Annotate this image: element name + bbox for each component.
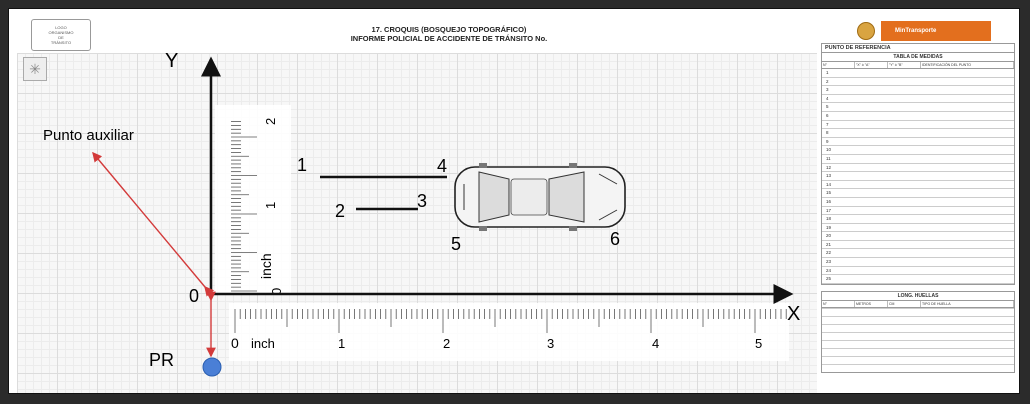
form-title: 17. CROQUIS (BOSQUEJO TOPOGRÁFICO) INFOR…	[239, 25, 659, 43]
measurement-row[interactable]: 10	[822, 146, 1014, 155]
skid-length-title: LONG. HUELLAS	[821, 290, 1015, 301]
measurement-row[interactable]: 14	[822, 181, 1014, 190]
measurement-row[interactable]: 1	[822, 69, 1014, 78]
measurement-row[interactable]: 15	[822, 189, 1014, 198]
horizontal-ruler: 0 inch 1 2 3 4 5	[229, 303, 789, 361]
measurement-row[interactable]: 6	[822, 112, 1014, 121]
point-5-label: 5	[451, 234, 461, 254]
auxiliary-arrow	[92, 151, 215, 297]
measurement-row[interactable]: 19	[822, 224, 1014, 233]
reference-point-header[interactable]: PUNTO DE REFERENCIA	[821, 43, 1015, 53]
measurement-row[interactable]: 23	[822, 258, 1014, 267]
logo-line-3: DE	[58, 35, 64, 40]
measurement-row[interactable]: 4	[822, 95, 1014, 104]
vruler-tick-1: 1	[263, 202, 278, 209]
lh-col-type: TIPO DE HUELLA	[921, 300, 1014, 307]
agency-logo-placeholder: LOGO ORGANISMO DE TRÁNSITO	[31, 19, 91, 51]
measurement-row[interactable]: 18	[822, 215, 1014, 224]
lh-col-meters: METROS	[855, 300, 888, 307]
sketch-form: LOGO ORGANISMO DE TRÁNSITO 17. CROQUIS (…	[8, 8, 1020, 394]
measurement-row[interactable]: 24	[822, 267, 1014, 276]
logo-line-2: ORGANISMO	[48, 30, 74, 35]
measurement-panel: PUNTO DE REFERENCIA TABLA DE MEDIDAS N° …	[821, 43, 1015, 385]
origin-label: 0	[189, 286, 199, 306]
measurement-row[interactable]: 20	[822, 232, 1014, 241]
col-y: "Y" ó "B"	[888, 62, 921, 68]
measurement-row[interactable]: 3	[822, 86, 1014, 95]
brand-label: MinTransporte	[881, 21, 991, 41]
auxiliary-point-label: Punto auxiliar	[43, 127, 134, 144]
coat-of-arms-icon	[857, 22, 875, 40]
measurement-row[interactable]: 17	[822, 207, 1014, 216]
measurement-row[interactable]: 16	[822, 198, 1014, 207]
vertical-ruler-unit: inch	[258, 253, 274, 279]
point-4-label: 4	[437, 156, 447, 176]
horizontal-ruler-unit: inch	[251, 336, 275, 351]
vertical-ruler: inch 0 1 2	[215, 105, 291, 295]
title-line-2: INFORME POLICIAL DE ACCIDENTE DE TRÁNSIT…	[350, 34, 548, 43]
measurement-row[interactable]: 9	[822, 138, 1014, 147]
vruler-tick-0: 0	[269, 288, 284, 295]
col-identification: IDENTIFICACIÓN DEL PUNTO	[921, 62, 1014, 68]
measurement-row[interactable]: 5	[822, 103, 1014, 112]
hruler-tick-1: 1	[338, 336, 345, 351]
pr-label: PR	[149, 350, 174, 370]
measurement-table-header: N° "X" ó "A" "Y" ó "B" IDENTIFICACIÓN DE…	[821, 62, 1015, 69]
measurement-table-title: TABLA DE MEDIDAS	[821, 53, 1015, 62]
vruler-tick-2: 2	[263, 118, 278, 125]
measurement-row[interactable]: 8	[822, 129, 1014, 138]
measurement-row[interactable]: 22	[822, 249, 1014, 259]
logo-line-1: LOGO	[55, 25, 67, 30]
measurement-row[interactable]: 25	[822, 275, 1014, 284]
compass-icon[interactable]: ✳	[23, 57, 47, 81]
lh-col-number: N°	[822, 300, 855, 307]
skid-length-body[interactable]	[821, 307, 1015, 373]
title-line-1: 17. CROQUIS (BOSQUEJO TOPOGRÁFICO)	[371, 25, 527, 34]
measurement-row[interactable]: 12	[822, 164, 1014, 173]
skid-length-header: N° METROS CM TIPO DE HUELLA	[821, 300, 1015, 308]
hruler-tick-2: 2	[443, 336, 450, 351]
col-number: N°	[822, 62, 855, 68]
measurement-row[interactable]: 13	[822, 172, 1014, 181]
measurement-row[interactable]: 7	[822, 121, 1014, 130]
measurement-table-body: 1 2 3 4 5 6 7 8 9 10 11 12 13 14 15 16 17 18 19 20 21 22 23 24 2…	[821, 69, 1015, 285]
point-6-label: 6	[610, 229, 620, 249]
hruler-tick-4: 4	[652, 336, 659, 351]
hruler-tick-0: 0	[231, 335, 239, 351]
reference-point-marker[interactable]	[202, 357, 222, 377]
measurement-row[interactable]: 2	[822, 78, 1014, 87]
hruler-tick-3: 3	[547, 336, 554, 351]
hruler-tick-5: 5	[755, 336, 762, 351]
lh-col-cm: CM	[888, 300, 921, 307]
logo-line-4: TRÁNSITO	[50, 40, 72, 45]
x-axis-label: X	[787, 303, 800, 325]
point-3-label: 3	[417, 191, 427, 211]
measurement-row[interactable]: 11	[822, 155, 1014, 164]
ministry-badge: MinTransporte	[857, 21, 991, 41]
diagram-canvas: inch 0 1 2 0 inch 1 2 3 4 5 Y X 0 Punto …	[43, 50, 800, 377]
vehicle-icon[interactable]	[454, 163, 626, 231]
col-x: "X" ó "A"	[855, 62, 888, 68]
y-axis-label: Y	[165, 50, 178, 72]
point-2-label: 2	[335, 201, 345, 221]
measurement-row[interactable]: 21	[822, 241, 1014, 250]
point-1-label: 1	[297, 155, 307, 175]
